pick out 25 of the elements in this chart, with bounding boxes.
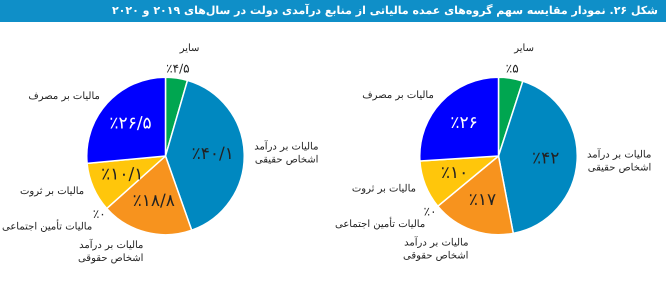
text: ٪۰: [92, 207, 106, 222]
slice-label: مالیات بر درآمد اشخاص حقوقی: [78, 238, 144, 264]
category-label: مالیات تأمین اجتماعی: [334, 218, 426, 230]
data-label: ٪۱۷: [468, 190, 496, 210]
data-label: ٪۴/۵: [166, 61, 190, 76]
slice-label: سایر: [178, 42, 200, 54]
slice-label: سایر: [513, 43, 534, 54]
text: ٪۰: [424, 204, 437, 219]
slice-label: مالیات بر ثروت: [20, 186, 84, 198]
data-label: ٪۱۰/۱: [101, 164, 144, 184]
data-label: ٪۴۰/۱: [192, 144, 234, 164]
text: شکل ۲۶. نمودار مقایسه سهم گروه‌های عمده مالیاتی از منابع درآمدی دولت در سال‌های ۲۰۱۹ و ۲۰۲۰: [0, 0, 666, 22]
category-label: مالیات تأمین اجتماعی: [2, 222, 92, 233]
data-label: ٪۴۲: [532, 148, 560, 168]
slice-label: مالیات بر درآمد اشخاص حقوقی: [402, 236, 468, 262]
slice-label: مالیات بر ثروت: [352, 183, 416, 194]
slice-label: مالیات بر مصرف: [28, 90, 100, 102]
data-label: ٪۱۸/۸: [132, 191, 175, 212]
data-label: ٪۵: [506, 61, 519, 76]
slice-label: مالیات بر درآمد اشخاص حقیقی: [587, 148, 652, 174]
data-label: ٪۱۰: [440, 162, 468, 183]
slice-label: مالیات بر مصرف: [362, 90, 434, 101]
data-label: ٪۲۶/۵: [109, 114, 152, 134]
data-label: ٪۲۶: [450, 113, 478, 134]
slice-label: مالیات بر درآمد اشخاص حقیقی: [254, 140, 318, 166]
